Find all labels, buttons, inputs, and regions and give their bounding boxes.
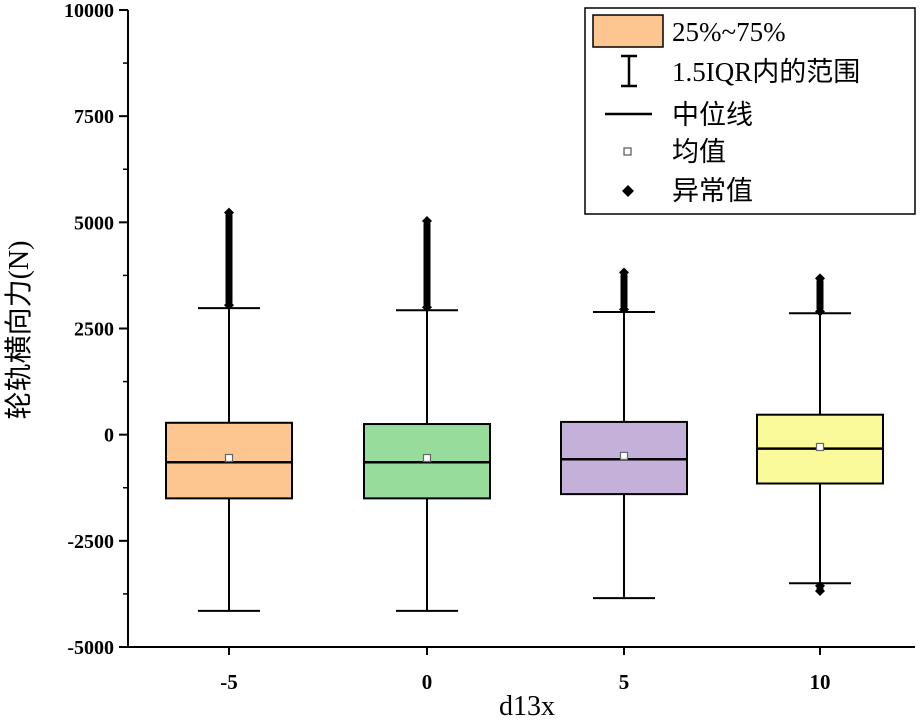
legend-label-whisker: 1.5IQR内的范围: [672, 57, 860, 87]
plot-area: [165, 207, 884, 612]
legend-label-outlier: 异常值: [672, 176, 753, 206]
legend-label-median: 中位线: [672, 100, 753, 130]
outliers-high-point: [619, 304, 629, 315]
mean-marker: [422, 453, 432, 463]
x-tick-label: 0: [422, 670, 433, 694]
x-tick-label: 5: [619, 670, 630, 694]
box-group-10: [756, 273, 884, 596]
outliers-high-band: [620, 272, 628, 310]
y-tick-label: 7500: [74, 106, 114, 128]
mean-marker: [815, 442, 825, 452]
y-axis-title: 轮轨横向力(N): [3, 241, 35, 420]
outliers-low-point: [815, 580, 825, 591]
outliers-high-point: [422, 216, 432, 227]
x-tick-label: -5: [220, 670, 238, 694]
outliers-high-point: [619, 267, 629, 278]
outliers-high-band: [423, 221, 431, 308]
outliers-high-band: [225, 212, 233, 306]
y-tick-label: 0: [104, 425, 114, 447]
y-tick-label: -5000: [67, 637, 114, 659]
x-axis-title: d13x: [499, 691, 555, 722]
box-group-0: [363, 216, 491, 612]
axes: -5000 -2500 0 2500 5000 7500 10000 -5 0 5 10: [64, 0, 915, 694]
y-tick-label: 2500: [74, 319, 114, 341]
box-group--5: [165, 207, 293, 612]
legend-box-swatch: [592, 14, 664, 48]
legend-outlier-icon: [622, 185, 634, 197]
box-group-5: [560, 267, 688, 600]
outliers-high-point: [224, 207, 234, 218]
outliers-high-band: [816, 278, 824, 312]
legend-label-mean: 均值: [672, 137, 726, 167]
box-iqr: [560, 420, 688, 496]
mean-marker: [224, 453, 234, 463]
outliers-low-point: [815, 585, 825, 596]
outliers-high-point: [815, 273, 825, 284]
outliers-high-point: [815, 306, 825, 317]
legend: 25%~75% 1.5IQR内的范围 中位线 均值 异常值: [584, 7, 916, 215]
legend-mean-icon: [623, 147, 632, 156]
legend-label-box: 25%~75%: [672, 17, 786, 47]
outliers-high-point: [422, 302, 432, 313]
y-tick-label: 5000: [74, 212, 114, 234]
y-tick-label: 10000: [64, 0, 114, 22]
x-tick-label: 10: [810, 670, 831, 694]
outliers-high-point: [224, 300, 234, 311]
y-tick-label: -2500: [67, 531, 114, 553]
legend-whisker-icon: [621, 54, 637, 88]
mean-marker: [619, 451, 629, 460]
